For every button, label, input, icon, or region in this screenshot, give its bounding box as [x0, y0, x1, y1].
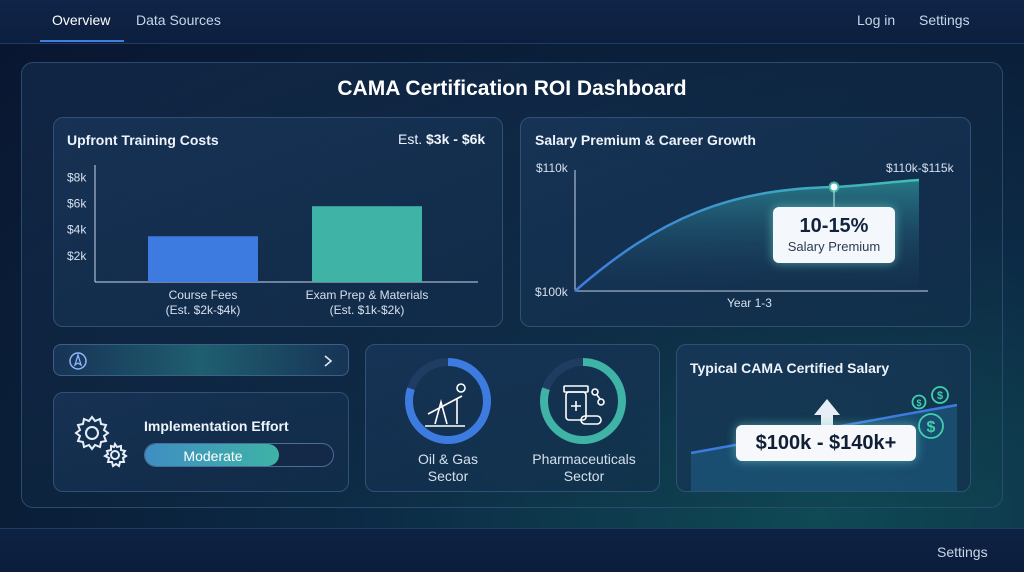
active-tab-indicator: [40, 40, 124, 42]
salary-y-bottom-label: $100k: [535, 285, 568, 299]
sector-oil-gas-label: Oil & Gas Sector: [388, 451, 508, 485]
costs-y-tick: $2k: [67, 249, 87, 263]
tab-data-sources[interactable]: Data Sources: [136, 12, 221, 28]
costs-y-tick: $6k: [67, 197, 87, 211]
settings-link[interactable]: Settings: [919, 12, 970, 28]
salary-card-title: Salary Premium & Career Growth: [535, 132, 756, 148]
login-link[interactable]: Log in: [857, 12, 896, 28]
sector-pharma-line2: Sector: [563, 468, 605, 484]
top-nav: Overview Data Sources Log in Settings: [0, 0, 1024, 44]
costs-estimate-prefix: Est.: [398, 131, 423, 147]
costs-category-label: (Est. $2k-$4k): [166, 303, 241, 317]
costs-bar: [312, 206, 422, 282]
salary-line: [574, 178, 920, 292]
costs-bar: [148, 236, 258, 282]
costs-category-label: Course Fees: [169, 288, 238, 302]
tab-overview[interactable]: Overview: [52, 12, 111, 28]
footer-settings-link[interactable]: Settings: [937, 544, 988, 560]
svg-text:$: $: [916, 398, 921, 408]
pharma-icon: [563, 385, 605, 425]
chevron-right-icon[interactable]: [322, 354, 334, 368]
sector-ring-progress: [540, 358, 626, 444]
salary-y-top-label: $110k: [536, 161, 568, 175]
costs-bar-chart: $2k $4k $6k $8k Course Fees(Est. $2k-$4k) Exa…: [67, 165, 478, 317]
gears-icon: [74, 415, 128, 468]
dollar-coins-icon: $ $ $: [911, 386, 949, 439]
salary-range-callout: $100k - $140k+: [736, 425, 916, 461]
sector-ring-progress: [405, 358, 491, 444]
search-pill[interactable]: [53, 344, 349, 376]
sector-oil-gas-line2: Sector: [427, 468, 469, 484]
typical-salary-title: Typical CAMA Certified Salary: [690, 360, 890, 376]
salary-point: [828, 181, 840, 193]
oil-pump-icon: [425, 383, 466, 427]
costs-estimate: Est. $3k - $6k: [398, 131, 485, 147]
compass-icon: [69, 352, 87, 370]
callout-label: Salary Premium: [787, 239, 881, 254]
costs-category-label: (Est. $1k-$2k): [330, 303, 405, 317]
arrow-up-icon: [814, 399, 840, 433]
salary-x-label: Year 1-3: [727, 296, 772, 310]
bottom-bar: Settings: [0, 528, 1024, 572]
sector-pharma-label: Pharmaceuticals Sector: [519, 451, 649, 485]
sector-pharma-line1: Pharmaceuticals: [532, 451, 636, 467]
costs-y-tick: $8k: [67, 170, 87, 184]
svg-text:$: $: [927, 419, 936, 436]
costs-category-label: Exam Prep & Materials: [306, 288, 429, 302]
costs-y-tick: $4k: [67, 223, 87, 237]
callout-value: 10-15%: [799, 215, 869, 237]
sector-rings: [405, 358, 626, 444]
svg-text:$: $: [937, 390, 943, 402]
effort-level-fill: [145, 444, 279, 466]
sector-oil-gas-line1: Oil & Gas: [418, 451, 478, 467]
costs-card-title: Upfront Training Costs: [67, 132, 219, 148]
costs-estimate-value: $3k - $6k: [426, 131, 486, 147]
salary-premium-callout: 10-15% Salary Premium: [773, 207, 895, 263]
costs-card: [53, 117, 503, 327]
effort-level-label: Moderate: [183, 448, 243, 464]
page-title: CAMA Certification ROI Dashboard: [337, 77, 687, 100]
salary-end-range-label: $110k-$115k: [886, 161, 954, 175]
effort-title: Implementation Effort: [144, 418, 289, 434]
effort-level-bar: Moderate: [144, 443, 334, 467]
